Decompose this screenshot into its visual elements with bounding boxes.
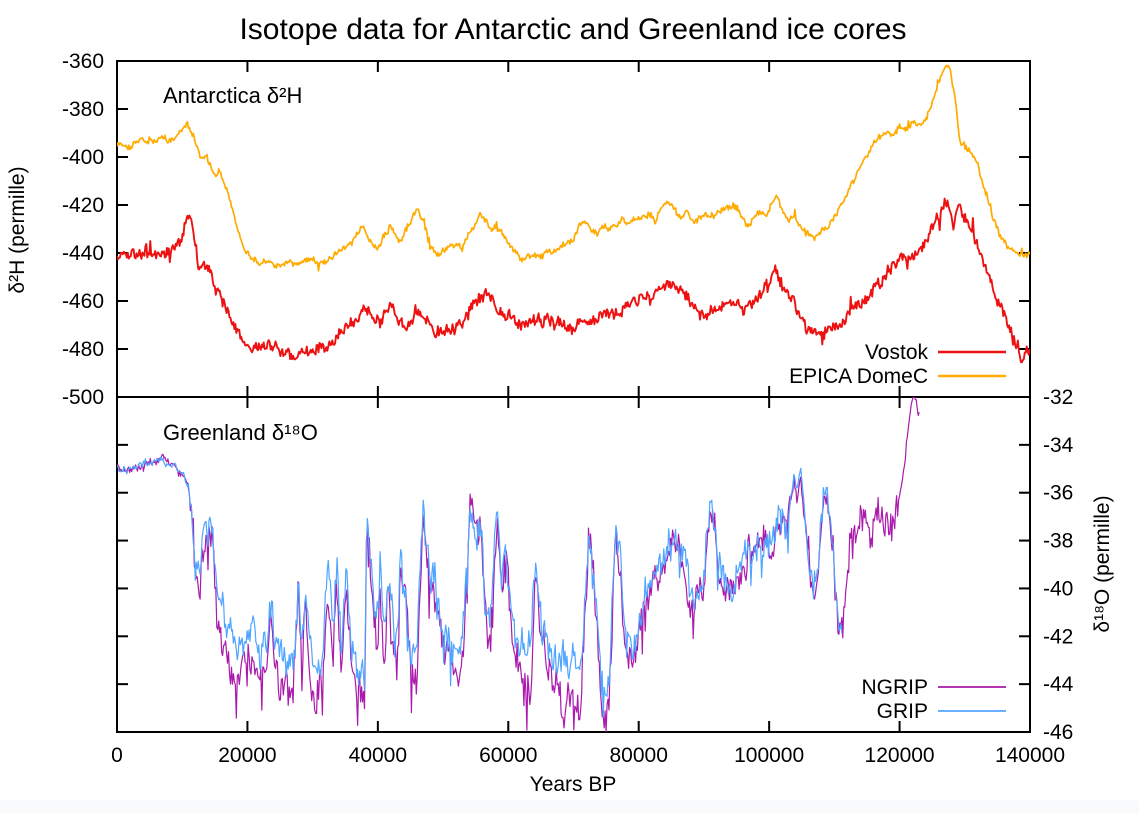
y-tick-label: -36: [1043, 482, 1073, 505]
greenland-panel-label: Greenland δ¹⁸O: [163, 420, 318, 445]
y-tick-label: -42: [1043, 625, 1073, 648]
y-tick-label: -460: [62, 290, 104, 313]
x-tick-label: 140000: [995, 744, 1065, 767]
x-tick-label: 120000: [865, 744, 935, 767]
x-tick-label: 80000: [610, 744, 668, 767]
series-line-ngrip: [117, 397, 920, 732]
x-tick-label: 100000: [734, 744, 804, 767]
x-tick-label: 20000: [218, 744, 276, 767]
chart-title: Isotope data for Antarctic and Greenland…: [239, 13, 906, 46]
panel-frame: [116, 396, 1031, 733]
legend-label-epica-domec: EPICA DomeC: [789, 365, 928, 388]
antarctica-panel-label: Antarctica δ²H: [163, 83, 302, 108]
y-tick-label: -360: [62, 50, 104, 73]
y-tick-label: -500: [62, 386, 104, 409]
footer-strip: [0, 800, 1139, 813]
x-axis-label: Years BP: [530, 773, 617, 796]
y-axis-label-right: δ¹⁸O (permille): [1091, 495, 1114, 632]
y-tick-label: -38: [1043, 530, 1073, 553]
series-line-vostok: [117, 197, 1030, 364]
series-line-grip: [117, 456, 843, 718]
y-axis-label-left: δ²H (permille): [6, 166, 29, 293]
legend-label-grip: GRIP: [877, 700, 928, 723]
y-tick-label: -400: [62, 146, 104, 169]
y-tick-label: -32: [1043, 386, 1073, 409]
y-tick-label: -46: [1043, 721, 1073, 744]
x-tick-label: 40000: [349, 744, 407, 767]
y-tick-label: -44: [1043, 673, 1074, 696]
y-tick-label: -40: [1043, 577, 1073, 600]
y-tick-label: -380: [62, 98, 104, 121]
plot-layer: -360 -380 -400 -420 -440 -460 -480 -500 0 20000 40…: [62, 50, 1074, 767]
y-tick-label: -420: [62, 194, 104, 217]
legend-label-ngrip: NGRIP: [861, 676, 928, 699]
x-tick-label: 60000: [479, 744, 537, 767]
y-tick-label: -480: [62, 338, 104, 361]
legend-label-vostok: Vostok: [865, 341, 929, 364]
series-line-epica-domec: [117, 64, 1030, 272]
y-tick-label: -34: [1043, 434, 1074, 457]
y-tick-label: -440: [62, 242, 104, 265]
x-tick-label: 0: [111, 744, 123, 767]
